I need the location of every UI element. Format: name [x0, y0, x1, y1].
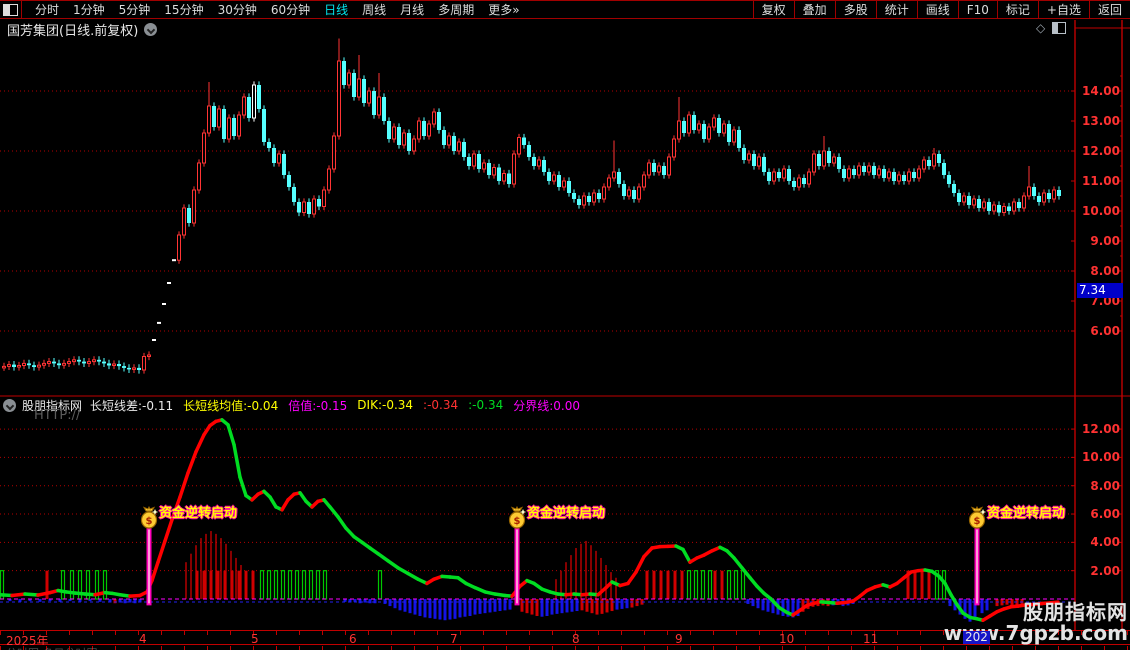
month-label: 5 [251, 632, 259, 646]
top-toolbar: 分时 1分钟 5分钟 15分钟 30分钟 60分钟 日线 周线 月线 多周期 更多» 复权 叠加 多股统… [0, 0, 1130, 19]
lower-axis-label: 10.00 [1082, 450, 1120, 465]
lower-axis-label: 2.00 [1090, 563, 1120, 578]
main-axis-label: 8.00 [1090, 264, 1120, 278]
main-axis-label: 13.00 [1082, 114, 1120, 128]
title-row-icons: ◇ [1036, 21, 1067, 35]
tool-item-画线[interactable]: 画线 [916, 1, 958, 18]
date-axis[interactable]: 2025年 4 5 6 7 8 9 10 11 [0, 630, 1130, 648]
signal-marker: $ 资金逆转启动 [507, 506, 605, 529]
panel-split-icon[interactable] [1052, 22, 1067, 34]
tool-item-F10[interactable]: F10 [957, 1, 997, 18]
lower-axis-label: 6.00 [1090, 507, 1120, 522]
signal-label: 资金逆转启动 [527, 506, 606, 521]
signal-label: 资金逆转启动 [159, 506, 238, 521]
chevron-down-icon[interactable] [144, 22, 158, 36]
indicator-field: 倍值:-0.15 [288, 398, 348, 413]
period-item-多周期[interactable]: 多周期 [438, 3, 475, 17]
period-item-日线[interactable]: 日线 [324, 3, 349, 17]
lower-axis-label: 4.00 [1090, 535, 1120, 550]
tool-item-+自选[interactable]: +自选 [1037, 1, 1089, 18]
next-year-tag: 202 [963, 630, 990, 644]
tool-item-统计[interactable]: 统计 [875, 1, 917, 18]
main-axis-label: 14.00 [1082, 84, 1120, 98]
month-label: 11 [863, 632, 879, 646]
indicator-partial-url: HTTP:// [34, 408, 81, 423]
period-item-15分钟[interactable]: 15分钟 [164, 3, 204, 17]
money-bag-icon: $ [508, 506, 527, 529]
indicator-field: :-0.34 [423, 398, 459, 412]
bottom-partial-bar: 分时图 多日分时图 [0, 645, 1130, 650]
month-label: 6 [349, 632, 357, 646]
tool-item-复权[interactable]: 复权 [752, 1, 794, 18]
month-label: 9 [675, 632, 683, 646]
tool-item-叠加[interactable]: 叠加 [793, 1, 835, 18]
indicator-field: 长短线均值:-0.04 [183, 398, 279, 413]
diamond-icon[interactable]: ◇ [1036, 21, 1046, 35]
period-menu: 分时 1分钟 5分钟 15分钟 30分钟 60分钟 日线 周线 月线 多周期 更多» [22, 1, 527, 18]
signal-label: 资金逆转启动 [987, 506, 1066, 521]
period-item-分时[interactable]: 分时 [35, 3, 60, 17]
signal-marker: $ 资金逆转启动 [967, 506, 1065, 529]
signal-marker: $ 资金逆转启动 [139, 506, 237, 529]
stock-title: 国芳集团(日线.前复权) [7, 23, 139, 39]
watermark-name: 股朋指标网 [1023, 600, 1128, 624]
period-item-1分钟[interactable]: 1分钟 [73, 3, 105, 17]
period-item-月线[interactable]: 月线 [400, 3, 425, 17]
period-item-更多»[interactable]: 更多» [488, 3, 520, 17]
period-item-60分钟[interactable]: 60分钟 [270, 3, 311, 17]
year-label: 2025年 [6, 634, 49, 648]
indicator-header: 股朋指标网 长短线差:-0.11 长短线均值:-0.04 倍值:-0.15 DIK:-… [0, 397, 1074, 413]
month-label: 7 [450, 632, 458, 646]
svg-text:$: $ [514, 516, 521, 527]
main-axis-label: 6.00 [1090, 324, 1120, 338]
period-item-30分钟[interactable]: 30分钟 [217, 3, 257, 17]
split-layout-icon [3, 3, 18, 16]
title-row: 国芳集团(日线.前复权) [0, 20, 158, 39]
tool-item-标记[interactable]: 标记 [996, 1, 1038, 18]
month-label: 4 [139, 632, 147, 646]
svg-text:$: $ [974, 516, 981, 527]
month-label: 8 [572, 632, 580, 646]
bottom-ticks [0, 646, 1130, 650]
svg-text:$: $ [146, 516, 153, 527]
bottom-partial-text: 分时图 多日分时图 [6, 645, 98, 650]
lower-axis-label: 8.00 [1090, 478, 1120, 493]
money-bag-icon: $ [140, 506, 159, 529]
main-axis-label: 10.00 [1082, 204, 1120, 218]
tool-item-返回[interactable]: 返回 [1088, 1, 1130, 18]
tool-item-多股[interactable]: 多股 [834, 1, 876, 18]
date-ticks [0, 631, 1130, 635]
period-item-5分钟[interactable]: 5分钟 [118, 3, 151, 17]
period-item-周线[interactable]: 周线 [362, 3, 387, 17]
last-price-tag: 7.34 [1077, 282, 1123, 298]
money-bag-icon: $ [968, 506, 987, 529]
indicator-field: DIK:-0.34 [357, 398, 414, 412]
main-axis-label: 11.00 [1082, 174, 1120, 188]
lower-axis-label: 12.00 [1082, 422, 1120, 437]
window-layout-button[interactable] [0, 1, 22, 18]
month-label: 10 [779, 632, 795, 646]
indicator-field: 分界线:0.00 [513, 398, 580, 413]
indicator-source: 股朋指标网 [22, 398, 83, 413]
main-axis-label: 12.00 [1082, 144, 1120, 158]
chevron-down-icon[interactable] [3, 398, 16, 412]
main-axis-label: 9.00 [1090, 234, 1120, 248]
indicator-field: 长短线差:-0.11 [90, 398, 174, 413]
indicator-field: :-0.34 [468, 398, 504, 412]
tools-menu: 复权 叠加 多股 统计 画线 F10 标记 +自选 返回 [752, 1, 1130, 18]
